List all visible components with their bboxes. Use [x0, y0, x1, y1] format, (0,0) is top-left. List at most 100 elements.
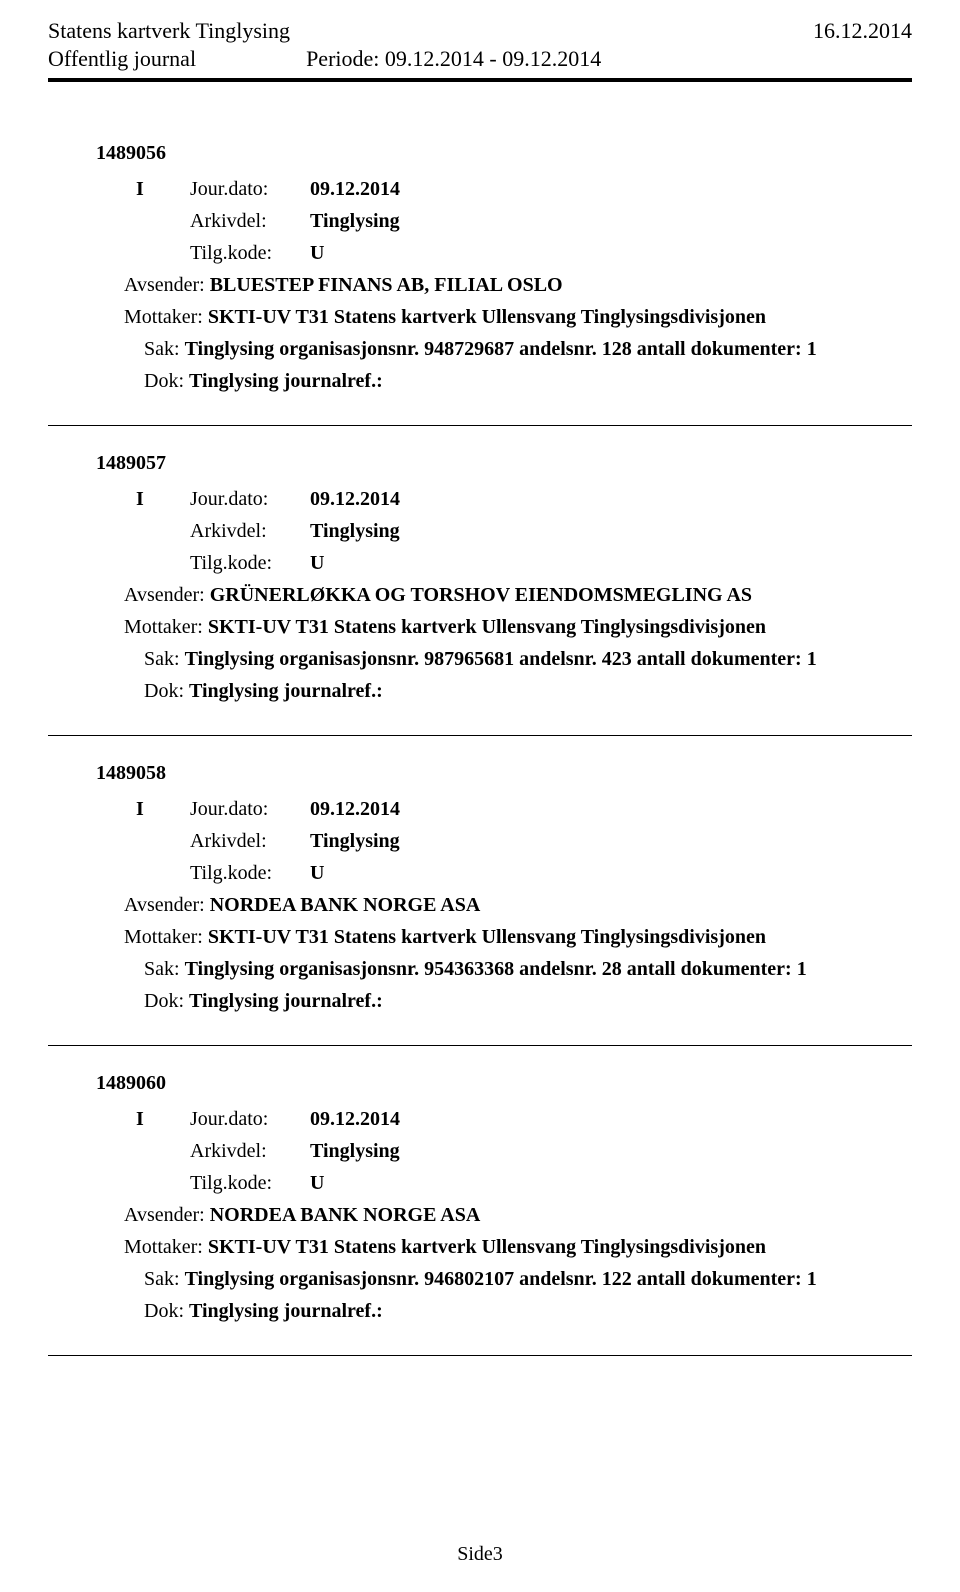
- periode-label: Periode:: [306, 46, 379, 71]
- dok-value: Tinglysing journalref.:: [189, 1300, 383, 1322]
- sak-label: Sak:: [144, 1268, 180, 1290]
- avsender-label: Avsender:: [124, 1204, 205, 1226]
- row-dok: Dok: Tinglysing journalref.:: [96, 985, 892, 1017]
- tilg-value: U: [310, 547, 324, 579]
- mottaker-value: SKTI-UV T31 Statens kartverk Ullensvang …: [208, 1236, 766, 1258]
- jour-value: 09.12.2014: [310, 173, 400, 205]
- tilg-value: U: [310, 237, 324, 269]
- row-avsender: Avsender: GRÜNERLØKKA OG TORSHOV EIENDOM…: [96, 579, 892, 611]
- entry-id: 1489058: [96, 762, 892, 785]
- dok-label: Dok:: [144, 1300, 184, 1322]
- row-tilg: Tilg.kode: U: [96, 857, 892, 889]
- header-rule: [48, 78, 912, 82]
- avsender-label: Avsender:: [124, 894, 205, 916]
- dok-label: Dok:: [144, 370, 184, 392]
- page: Statens kartverk Tinglysing 16.12.2014 O…: [0, 0, 960, 1592]
- journal-entry: 1489056 I Jour.dato: 09.12.2014 Arkivdel…: [96, 142, 892, 397]
- entry-separator: [48, 1355, 912, 1356]
- sak-value: Tinglysing organisasjonsnr. 954363368 an…: [185, 958, 807, 980]
- row-arkiv: Arkivdel: Tinglysing: [96, 1135, 892, 1167]
- mottaker-label: Mottaker:: [124, 306, 203, 328]
- tilg-label: Tilg.kode:: [190, 857, 310, 889]
- jour-value: 09.12.2014: [310, 483, 400, 515]
- journal-entry: 1489060 I Jour.dato: 09.12.2014 Arkivdel…: [96, 1072, 892, 1327]
- entry-id: 1489056: [96, 142, 892, 165]
- sak-label: Sak:: [144, 648, 180, 670]
- entry-separator: [48, 735, 912, 736]
- row-tilg: Tilg.kode: U: [96, 237, 892, 269]
- entry-id: 1489060: [96, 1072, 892, 1095]
- header-sub-row: Offentlig journal Periode: 09.12.2014 - …: [48, 46, 912, 72]
- arkiv-label: Arkivdel:: [190, 515, 310, 547]
- entry-separator: [48, 1045, 912, 1046]
- mottaker-label: Mottaker:: [124, 616, 203, 638]
- row-arkiv: Arkivdel: Tinglysing: [96, 825, 892, 857]
- dok-value: Tinglysing journalref.:: [189, 990, 383, 1012]
- arkiv-label: Arkivdel:: [190, 825, 310, 857]
- row-jour: I Jour.dato: 09.12.2014: [96, 793, 892, 825]
- journal-entry: 1489058 I Jour.dato: 09.12.2014 Arkivdel…: [96, 762, 892, 1017]
- row-mottaker: Mottaker: SKTI-UV T31 Statens kartverk U…: [96, 611, 892, 643]
- header-title-right: 16.12.2014: [813, 18, 912, 44]
- avsender-value: GRÜNERLØKKA OG TORSHOV EIENDOMSMEGLING A…: [210, 584, 752, 606]
- jour-label: Jour.dato:: [190, 173, 310, 205]
- avsender-value: NORDEA BANK NORGE ASA: [210, 894, 481, 916]
- arkiv-label: Arkivdel:: [190, 205, 310, 237]
- sak-value: Tinglysing organisasjonsnr. 948729687 an…: [185, 338, 817, 360]
- row-mottaker: Mottaker: SKTI-UV T31 Statens kartverk U…: [96, 301, 892, 333]
- jour-label: Jour.dato:: [190, 483, 310, 515]
- avsender-value: NORDEA BANK NORGE ASA: [210, 1204, 481, 1226]
- entries-container: 1489056 I Jour.dato: 09.12.2014 Arkivdel…: [48, 142, 912, 1356]
- journal-entry: 1489057 I Jour.dato: 09.12.2014 Arkivdel…: [96, 452, 892, 707]
- row-mottaker: Mottaker: SKTI-UV T31 Statens kartverk U…: [96, 1231, 892, 1263]
- mottaker-value: SKTI-UV T31 Statens kartverk Ullensvang …: [208, 306, 766, 328]
- arkiv-value: Tinglysing: [310, 825, 400, 857]
- arkiv-value: Tinglysing: [310, 1135, 400, 1167]
- jour-label: Jour.dato:: [190, 793, 310, 825]
- dok-label: Dok:: [144, 990, 184, 1012]
- row-mottaker: Mottaker: SKTI-UV T31 Statens kartverk U…: [96, 921, 892, 953]
- row-tilg: Tilg.kode: U: [96, 1167, 892, 1199]
- header-periode: Periode: 09.12.2014 - 09.12.2014: [306, 46, 601, 72]
- row-sak: Sak: Tinglysing organisasjonsnr. 9543633…: [96, 953, 892, 985]
- row-dok: Dok: Tinglysing journalref.:: [96, 365, 892, 397]
- sak-label: Sak:: [144, 338, 180, 360]
- row-sak: Sak: Tinglysing organisasjonsnr. 9487296…: [96, 333, 892, 365]
- tilg-value: U: [310, 1167, 324, 1199]
- entry-type: I: [96, 793, 190, 825]
- row-arkiv: Arkivdel: Tinglysing: [96, 515, 892, 547]
- mottaker-value: SKTI-UV T31 Statens kartverk Ullensvang …: [208, 926, 766, 948]
- row-dok: Dok: Tinglysing journalref.:: [96, 1295, 892, 1327]
- entry-type: I: [96, 173, 190, 205]
- header-top-row: Statens kartverk Tinglysing 16.12.2014: [48, 18, 912, 44]
- row-sak: Sak: Tinglysing organisasjonsnr. 9879656…: [96, 643, 892, 675]
- entry-type: I: [96, 483, 190, 515]
- arkiv-value: Tinglysing: [310, 205, 400, 237]
- row-avsender: Avsender: NORDEA BANK NORGE ASA: [96, 889, 892, 921]
- row-avsender: Avsender: NORDEA BANK NORGE ASA: [96, 1199, 892, 1231]
- tilg-label: Tilg.kode:: [190, 1167, 310, 1199]
- mottaker-label: Mottaker:: [124, 1236, 203, 1258]
- row-dok: Dok: Tinglysing journalref.:: [96, 675, 892, 707]
- jour-value: 09.12.2014: [310, 793, 400, 825]
- arkiv-value: Tinglysing: [310, 515, 400, 547]
- row-arkiv: Arkivdel: Tinglysing: [96, 205, 892, 237]
- entry-separator: [48, 425, 912, 426]
- row-jour: I Jour.dato: 09.12.2014: [96, 483, 892, 515]
- dok-value: Tinglysing journalref.:: [189, 370, 383, 392]
- sak-value: Tinglysing organisasjonsnr. 987965681 an…: [185, 648, 817, 670]
- row-jour: I Jour.dato: 09.12.2014: [96, 1103, 892, 1135]
- row-jour: I Jour.dato: 09.12.2014: [96, 173, 892, 205]
- jour-value: 09.12.2014: [310, 1103, 400, 1135]
- tilg-label: Tilg.kode:: [190, 237, 310, 269]
- avsender-value: BLUESTEP FINANS AB, FILIAL OSLO: [210, 274, 563, 296]
- dok-value: Tinglysing journalref.:: [189, 680, 383, 702]
- entry-type: I: [96, 1103, 190, 1135]
- avsender-label: Avsender:: [124, 274, 205, 296]
- jour-label: Jour.dato:: [190, 1103, 310, 1135]
- tilg-value: U: [310, 857, 324, 889]
- header-sub-left: Offentlig journal: [48, 46, 196, 72]
- avsender-label: Avsender:: [124, 584, 205, 606]
- row-sak: Sak: Tinglysing organisasjonsnr. 9468021…: [96, 1263, 892, 1295]
- mottaker-label: Mottaker:: [124, 926, 203, 948]
